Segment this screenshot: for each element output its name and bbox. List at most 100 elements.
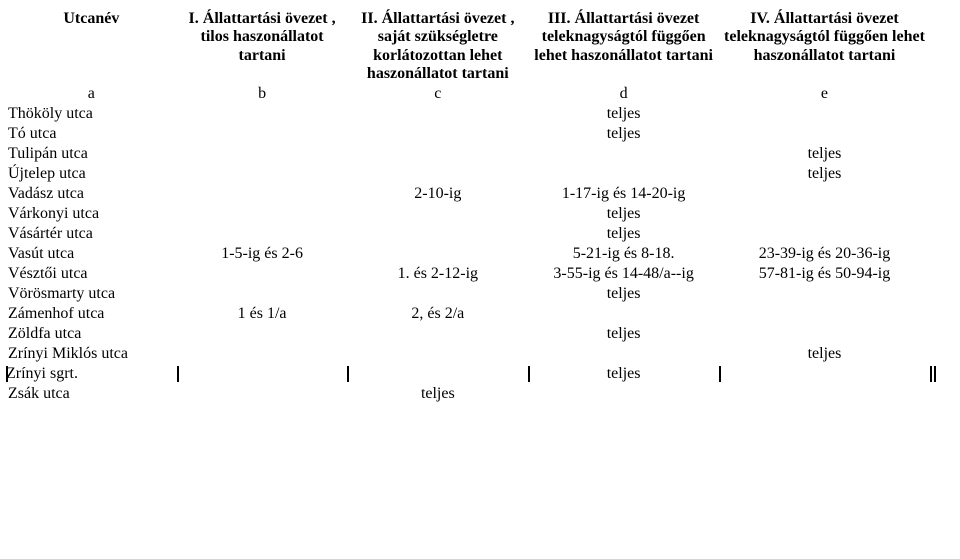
cell-pad: [930, 384, 936, 404]
table-row: Várkonyi utca teljes: [6, 204, 936, 224]
cell-d: 1-17-ig és 14-20-ig: [528, 184, 719, 204]
cell-e: teljes: [719, 144, 930, 164]
cell-d: 5-21-ig és 8-18.: [528, 244, 719, 264]
col-sub-a: a: [6, 84, 177, 104]
cell-a: Várkonyi utca: [6, 204, 177, 224]
cell-d: [528, 344, 719, 364]
cell-a: Zrínyi Miklós utca: [6, 344, 177, 364]
cell-pad: [930, 364, 936, 384]
zoning-table: Utcanév I. Állattartási övezet , tilos h…: [6, 10, 936, 404]
table-row: Thököly utcateljes: [6, 104, 936, 124]
cell-e: [719, 364, 930, 384]
cell-d: [528, 144, 719, 164]
table-row: Vörösmarty utca teljes: [6, 284, 936, 304]
col-sub-b: b: [177, 84, 348, 104]
cell-c: 2, és 2/a: [347, 304, 528, 324]
cell-c: [347, 324, 528, 344]
table-subheader-row: a b c d e: [6, 84, 936, 104]
cell-d: [528, 304, 719, 324]
cell-e: 23-39-ig és 20-36-ig: [719, 244, 930, 264]
cell-b: [177, 284, 348, 304]
cell-c: [347, 124, 528, 144]
cell-d: teljes: [528, 364, 719, 384]
cell-pad: [930, 124, 936, 144]
col-header-a: Utcanév: [6, 10, 177, 84]
cell-c: [347, 204, 528, 224]
cell-c: 2-10-ig: [347, 184, 528, 204]
divider-bar: [177, 366, 179, 382]
cell-c: [347, 284, 528, 304]
cell-c: [347, 104, 528, 124]
cell-e: [719, 204, 930, 224]
cell-a: Vadász utca: [6, 184, 177, 204]
cell-d: teljes: [528, 284, 719, 304]
cell-pad: [930, 304, 936, 324]
table-row: Zrínyi Miklós utca teljes: [6, 344, 936, 364]
divider-bar: [528, 366, 530, 382]
cell-b: [177, 224, 348, 244]
cell-e: [719, 324, 930, 344]
col-sub-e: e: [719, 84, 930, 104]
cell-d: 3-55-ig és 14-48/a--ig: [528, 264, 719, 284]
cell-pad: [930, 264, 936, 284]
cell-a: Zámenhof utca: [6, 304, 177, 324]
divider-bar: [934, 366, 936, 382]
divider-bar: [719, 366, 721, 382]
cell-text: teljes: [607, 365, 641, 382]
col-header-d: III. Állattartási övezet teleknagyságtól…: [528, 10, 719, 84]
cell-pad: [930, 284, 936, 304]
cell-e: [719, 224, 930, 244]
cell-b: [177, 324, 348, 344]
cell-a: Vörösmarty utca: [6, 284, 177, 304]
cell-a: Vésztői utca: [6, 264, 177, 284]
cell-e: [719, 284, 930, 304]
cell-d: [528, 164, 719, 184]
cell-b: [177, 344, 348, 364]
table-row: Zámenhof utca1 és 1/a2, és 2/a: [6, 304, 936, 324]
cell-text: Zrínyi sgrt.: [6, 365, 78, 382]
col-header-b: I. Állattartási övezet , tilos haszonáll…: [177, 10, 348, 84]
cell-a: Zrínyi sgrt.: [6, 364, 177, 384]
cell-pad: [930, 144, 936, 164]
col-header-c: II. Állattartási övezet , saját szükségl…: [347, 10, 528, 84]
table-row: Tulipán utcateljes: [6, 144, 936, 164]
cell-d: teljes: [528, 204, 719, 224]
cell-b: [177, 124, 348, 144]
cell-e: [719, 124, 930, 144]
cell-e: [719, 184, 930, 204]
cell-e: [719, 384, 930, 404]
cell-d: teljes: [528, 104, 719, 124]
cell-b: [177, 204, 348, 224]
col-header-pad: [930, 10, 936, 84]
col-header-e: IV. Állattartási övezet teleknagyságtól …: [719, 10, 930, 84]
divider-bar: [6, 366, 8, 382]
cell-pad: [930, 164, 936, 184]
cell-c: [347, 164, 528, 184]
cell-e: [719, 304, 930, 324]
cell-c: [347, 224, 528, 244]
cell-a: Zöldfa utca: [6, 324, 177, 344]
divider-bar: [930, 366, 932, 382]
cell-a: Újtelep utca: [6, 164, 177, 184]
table-row: Zsák utcateljes: [6, 384, 936, 404]
cell-b: [177, 264, 348, 284]
col-sub-d: d: [528, 84, 719, 104]
table-body: Thököly utcateljesTó utcateljesTulipán u…: [6, 104, 936, 404]
cell-e: teljes: [719, 344, 930, 364]
cell-pad: [930, 204, 936, 224]
cell-pad: [930, 344, 936, 364]
table-row: Vasút utca1-5-ig és 2-65-21-ig és 8-18.2…: [6, 244, 936, 264]
cell-b: [177, 384, 348, 404]
cell-c: [347, 144, 528, 164]
cell-d: teljes: [528, 124, 719, 144]
cell-d: teljes: [528, 324, 719, 344]
cell-c: [347, 244, 528, 264]
cell-c: [347, 344, 528, 364]
cell-b: [177, 144, 348, 164]
cell-e: 57-81-ig és 50-94-ig: [719, 264, 930, 284]
cell-pad: [930, 104, 936, 124]
table-row: Vésztői utca 1. és 2-12-ig3-55-ig és 14-4…: [6, 264, 936, 284]
cell-c: 1. és 2-12-ig: [347, 264, 528, 284]
table-row: Tó utcateljes: [6, 124, 936, 144]
cell-pad: [930, 324, 936, 344]
